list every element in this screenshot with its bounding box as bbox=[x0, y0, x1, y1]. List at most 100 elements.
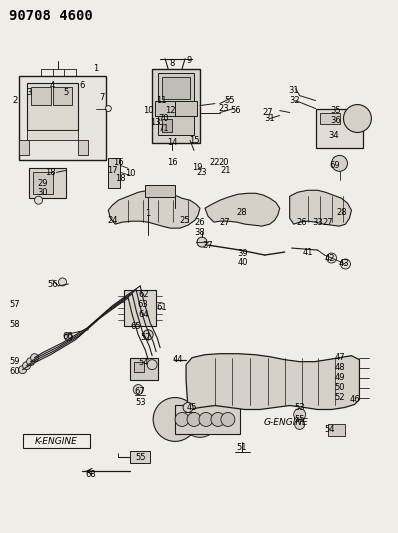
Text: 8: 8 bbox=[170, 59, 175, 68]
Text: 14: 14 bbox=[167, 138, 178, 147]
Text: 44: 44 bbox=[173, 355, 183, 364]
Bar bbox=[130, 358, 158, 379]
Bar bbox=[152, 69, 200, 143]
Text: 40: 40 bbox=[238, 257, 248, 266]
Text: 33: 33 bbox=[312, 217, 323, 227]
Text: 65: 65 bbox=[130, 322, 140, 332]
Circle shape bbox=[332, 156, 347, 171]
Text: 21: 21 bbox=[220, 166, 231, 175]
Circle shape bbox=[183, 402, 193, 413]
Text: 39: 39 bbox=[238, 248, 248, 257]
Text: 36: 36 bbox=[330, 116, 341, 125]
Polygon shape bbox=[108, 190, 200, 228]
Text: 4: 4 bbox=[50, 81, 55, 90]
Bar bbox=[27, 83, 78, 131]
Circle shape bbox=[35, 196, 43, 204]
Bar bbox=[158, 72, 194, 102]
Text: 53: 53 bbox=[135, 398, 146, 407]
Text: 6: 6 bbox=[80, 81, 85, 90]
Text: 90708 4600: 90708 4600 bbox=[9, 9, 92, 23]
Text: G-ENGINE: G-ENGINE bbox=[264, 418, 308, 427]
Text: 46: 46 bbox=[349, 395, 360, 404]
Text: 67: 67 bbox=[135, 387, 146, 396]
Text: 16: 16 bbox=[167, 158, 178, 167]
Text: 12: 12 bbox=[165, 106, 176, 115]
Text: 50: 50 bbox=[334, 383, 345, 392]
Bar bbox=[158, 116, 194, 135]
Circle shape bbox=[59, 278, 66, 286]
Text: 70: 70 bbox=[158, 114, 168, 123]
Text: 64: 64 bbox=[138, 310, 148, 319]
Text: 56: 56 bbox=[230, 106, 241, 115]
Text: 60: 60 bbox=[9, 367, 20, 376]
Text: 52: 52 bbox=[334, 393, 345, 402]
Circle shape bbox=[206, 406, 234, 433]
Text: 24: 24 bbox=[107, 216, 117, 225]
Text: 27: 27 bbox=[220, 217, 230, 227]
Circle shape bbox=[64, 333, 72, 341]
Text: 32: 32 bbox=[289, 96, 300, 105]
Text: 56: 56 bbox=[47, 280, 58, 289]
Text: 30: 30 bbox=[37, 188, 48, 197]
Polygon shape bbox=[186, 354, 359, 409]
Bar bbox=[124, 290, 156, 326]
Circle shape bbox=[295, 419, 304, 430]
Text: 61: 61 bbox=[157, 303, 168, 312]
Text: 28: 28 bbox=[236, 208, 247, 217]
Circle shape bbox=[133, 385, 143, 394]
Text: 45: 45 bbox=[187, 403, 197, 412]
Bar bbox=[19, 76, 106, 160]
Bar bbox=[145, 185, 175, 197]
Polygon shape bbox=[205, 193, 280, 226]
Bar bbox=[155, 101, 175, 116]
Circle shape bbox=[211, 413, 225, 426]
Text: 1: 1 bbox=[93, 64, 98, 73]
Text: 3: 3 bbox=[26, 88, 31, 97]
Text: 7: 7 bbox=[100, 93, 105, 102]
Text: 18: 18 bbox=[115, 174, 126, 183]
Circle shape bbox=[197, 237, 207, 247]
Text: 13: 13 bbox=[150, 118, 160, 127]
Text: 19: 19 bbox=[192, 163, 202, 172]
Text: 25: 25 bbox=[180, 216, 190, 225]
Circle shape bbox=[343, 104, 371, 133]
Text: 53: 53 bbox=[295, 403, 305, 412]
Text: 71: 71 bbox=[158, 124, 168, 133]
Text: 59: 59 bbox=[10, 357, 20, 366]
Circle shape bbox=[143, 330, 153, 340]
Circle shape bbox=[27, 358, 35, 366]
Bar bbox=[19, 140, 29, 156]
Text: 23: 23 bbox=[219, 104, 229, 113]
Text: 63: 63 bbox=[138, 301, 148, 309]
Text: 23: 23 bbox=[197, 168, 207, 177]
Text: 26: 26 bbox=[195, 217, 205, 227]
Circle shape bbox=[294, 408, 306, 421]
Circle shape bbox=[187, 413, 201, 426]
Circle shape bbox=[326, 253, 337, 263]
Circle shape bbox=[199, 413, 213, 426]
Bar bbox=[162, 77, 190, 99]
Circle shape bbox=[19, 366, 27, 374]
Text: 49: 49 bbox=[334, 373, 345, 382]
Circle shape bbox=[221, 413, 235, 426]
Text: 10: 10 bbox=[125, 169, 135, 178]
Text: 68: 68 bbox=[85, 470, 96, 479]
Text: 66: 66 bbox=[62, 332, 73, 341]
Bar bbox=[175, 405, 240, 434]
Text: 58: 58 bbox=[9, 320, 20, 329]
Text: 10: 10 bbox=[143, 106, 153, 115]
Bar bbox=[316, 109, 363, 148]
Text: 57: 57 bbox=[9, 301, 20, 309]
Text: 1: 1 bbox=[146, 209, 151, 217]
Text: 69: 69 bbox=[329, 161, 340, 170]
Text: 18: 18 bbox=[45, 168, 56, 177]
Text: 34: 34 bbox=[328, 131, 339, 140]
Text: 48: 48 bbox=[334, 363, 345, 372]
Text: 5: 5 bbox=[64, 88, 69, 97]
Text: 26: 26 bbox=[297, 217, 307, 227]
Bar bbox=[33, 172, 53, 194]
Text: 41: 41 bbox=[302, 247, 313, 256]
Text: 15: 15 bbox=[189, 136, 199, 145]
Bar bbox=[175, 101, 197, 116]
Text: 42: 42 bbox=[324, 254, 335, 263]
